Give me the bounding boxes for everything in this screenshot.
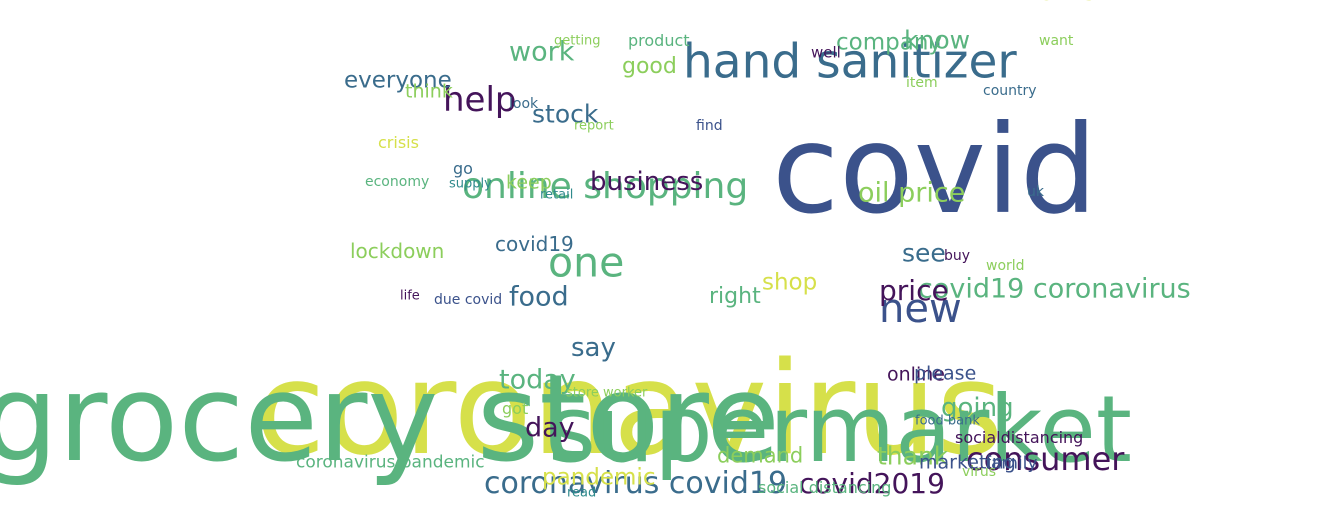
- word-food: food: [509, 281, 569, 313]
- word-please: please: [914, 362, 977, 385]
- word-keep: keep: [506, 171, 552, 194]
- word-read: read: [567, 485, 597, 501]
- word-everyone: everyone: [344, 67, 452, 94]
- word-day: day: [525, 412, 575, 444]
- word-want: want: [1039, 33, 1074, 49]
- word-supermarket: supermarket: [548, 376, 1132, 483]
- word-virus: virus: [962, 464, 997, 480]
- word-new: new: [879, 286, 962, 332]
- word-supply: supply: [449, 176, 492, 192]
- word-go: go: [453, 159, 473, 178]
- word-country: country: [983, 83, 1037, 99]
- word-family: family: [985, 453, 1038, 474]
- word-food-bank: food bank: [915, 413, 980, 429]
- word-good: good: [622, 54, 677, 79]
- word-economy: economy: [365, 174, 430, 190]
- word-lockdown: lockdown: [350, 239, 445, 263]
- word-life: life: [400, 288, 420, 304]
- word-social-distancing: social distancing: [758, 478, 892, 497]
- word-see: see: [902, 238, 946, 268]
- word-due-covid: due covid: [434, 292, 503, 308]
- word-online: online: [887, 363, 945, 386]
- word-oil-price: oil price: [858, 177, 966, 209]
- word-consumer: consumer: [966, 440, 1125, 478]
- word-help: help: [443, 80, 517, 120]
- word-covid2019: covid2019: [799, 467, 945, 500]
- word-covid19-coronavirus: covid19 coronavirus: [918, 273, 1191, 305]
- word-find: find: [696, 118, 723, 134]
- word-thank: thank: [877, 441, 949, 471]
- word-work: work: [509, 36, 575, 68]
- word-look: look: [509, 96, 539, 112]
- word-item: item: [906, 75, 938, 91]
- word-covid: covid: [772, 99, 1098, 241]
- word-coronavirus-covid19: coronavirus covid19: [484, 466, 788, 501]
- word-company: company: [836, 29, 943, 56]
- word-one: one: [548, 238, 625, 287]
- word-covid19: covid19: [495, 232, 574, 256]
- word-marketing: marketing: [919, 451, 1016, 474]
- word-crisis: crisis: [378, 133, 419, 152]
- word-say: say: [571, 333, 616, 363]
- word-report: report: [574, 118, 614, 134]
- word-stock: stock: [532, 99, 599, 129]
- word-grocery-store: grocery store: [0, 350, 781, 489]
- word-shop: shop: [762, 269, 818, 296]
- word-demand: demand: [717, 443, 804, 468]
- word-getting: getting: [554, 33, 601, 49]
- word-right: right: [709, 284, 761, 309]
- word-pandemic: pandemic: [542, 464, 656, 491]
- word-business: business: [590, 167, 704, 197]
- word-world: world: [986, 258, 1025, 274]
- word-retail: retail: [540, 187, 574, 203]
- word-think: think: [405, 80, 453, 103]
- word-product: product: [628, 31, 690, 50]
- word-price: price: [879, 274, 949, 307]
- word-uk: uk: [1027, 184, 1044, 200]
- word-coronavirus-pandemic: coronavirus pandemic: [296, 452, 485, 473]
- word-going: going: [941, 393, 1014, 423]
- word-socialdistancing: socialdistancing: [955, 428, 1084, 447]
- word-store-worker: store worker: [566, 385, 648, 401]
- word-buy: buy: [944, 248, 971, 264]
- word-online-shopping: online shopping: [462, 166, 749, 207]
- word-today: today: [499, 364, 576, 396]
- word-know: know: [904, 25, 971, 55]
- word-hand-sanitizer: hand sanitizer: [683, 34, 1017, 90]
- word-got: got: [502, 399, 529, 418]
- word-coronavirus: coronavirus: [255, 335, 1004, 484]
- word-home: home: [1022, 0, 1096, 5]
- word-well: well: [811, 43, 841, 62]
